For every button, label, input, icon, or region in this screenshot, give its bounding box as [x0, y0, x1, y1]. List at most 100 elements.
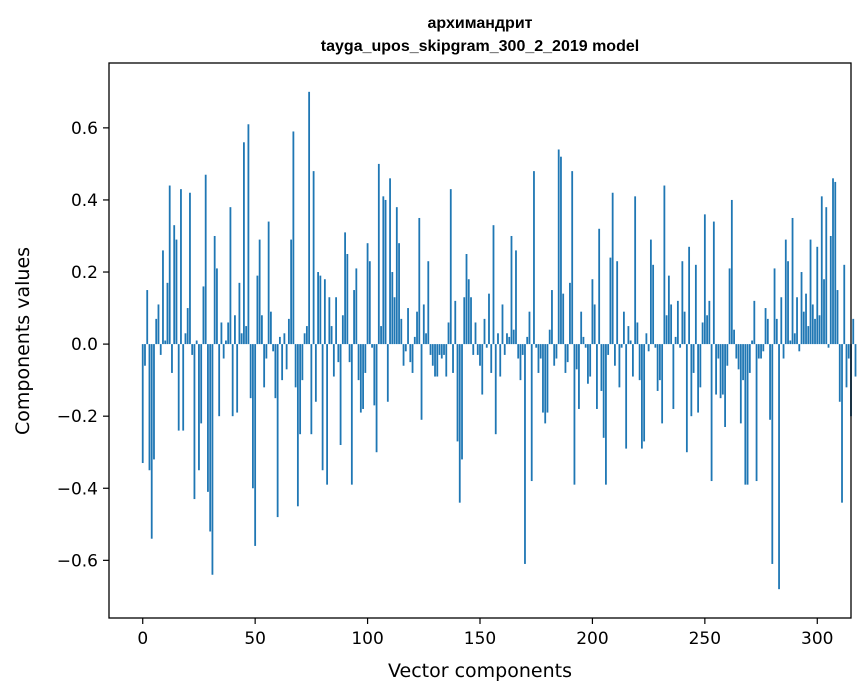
- bar: [290, 239, 293, 345]
- bar: [258, 239, 261, 345]
- bar: [195, 340, 198, 345]
- x-axis-label: Vector components: [388, 660, 572, 682]
- bar: [276, 344, 279, 518]
- bar: [582, 336, 585, 345]
- bar: [832, 178, 834, 345]
- bar: [838, 344, 841, 402]
- bar: [310, 344, 313, 435]
- bar: [155, 318, 158, 345]
- bar: [413, 336, 416, 345]
- bar: [323, 279, 326, 345]
- bar: [252, 344, 254, 489]
- bar: [544, 344, 547, 424]
- x-tick-label: 0: [137, 629, 148, 649]
- bar: [834, 181, 837, 345]
- bar: [438, 344, 441, 355]
- bar: [802, 311, 805, 345]
- bar: [841, 344, 843, 503]
- bar: [533, 171, 535, 345]
- bar: [479, 344, 481, 366]
- bar: [461, 344, 463, 460]
- bar: [847, 344, 850, 359]
- bar: [757, 344, 760, 359]
- bar: [499, 344, 502, 377]
- bar: [393, 297, 396, 345]
- x-tick-label: 150: [464, 629, 496, 649]
- bar: [537, 344, 540, 373]
- bar: [805, 293, 807, 345]
- bar: [508, 336, 511, 345]
- bar: [261, 315, 263, 345]
- x-axis-ticks: 0 50 100 150 200 250 300: [137, 618, 833, 649]
- bar: [317, 272, 320, 345]
- bar: [198, 344, 200, 471]
- bar: [800, 272, 803, 345]
- bar: [467, 279, 470, 345]
- bar: [627, 326, 630, 345]
- bar: [357, 344, 360, 381]
- bar: [146, 290, 149, 345]
- bar: [721, 344, 724, 395]
- bar: [548, 329, 551, 345]
- bar: [346, 254, 349, 345]
- bar: [692, 344, 695, 373]
- bar: [598, 228, 601, 345]
- bar: [162, 250, 164, 345]
- bar: [569, 282, 571, 345]
- bar: [207, 344, 209, 492]
- bar: [218, 344, 221, 417]
- bar: [798, 344, 801, 352]
- bar: [407, 308, 409, 345]
- chart-title: архимандрит: [428, 15, 533, 32]
- bar: [308, 91, 311, 345]
- bar: [566, 344, 569, 363]
- bar-series: [141, 91, 857, 590]
- bar: [625, 344, 628, 449]
- bar: [476, 344, 479, 355]
- bar: [456, 344, 459, 442]
- bar: [688, 246, 691, 345]
- y-axis-label: Components values: [12, 247, 34, 435]
- bar: [312, 171, 315, 345]
- bar: [553, 344, 556, 366]
- bar: [605, 344, 607, 485]
- bar: [645, 333, 648, 345]
- bar: [694, 264, 697, 345]
- bar: [492, 225, 495, 345]
- bar: [778, 344, 780, 590]
- bar: [377, 163, 380, 345]
- bar: [562, 293, 565, 345]
- bar: [238, 282, 241, 345]
- bar: [519, 344, 522, 381]
- bar: [483, 318, 486, 345]
- bar: [719, 344, 722, 399]
- x-tick-label: 200: [576, 629, 608, 649]
- bar: [177, 344, 180, 431]
- bar: [440, 344, 443, 359]
- bar: [443, 344, 445, 355]
- bar: [200, 344, 203, 424]
- bar: [447, 322, 450, 345]
- bar: [173, 225, 176, 345]
- bar: [384, 199, 387, 345]
- bar: [278, 336, 281, 345]
- bar: [157, 304, 160, 345]
- bar: [391, 272, 394, 345]
- bar: [796, 297, 798, 345]
- bar: [418, 217, 421, 345]
- bar: [245, 326, 248, 345]
- bar: [380, 326, 382, 345]
- bar: [742, 344, 744, 381]
- bar: [274, 344, 277, 399]
- chart-subtitle: tayga_upos_skipgram_300_2_2019 model: [321, 38, 639, 55]
- bar: [292, 131, 295, 345]
- bar: [546, 344, 549, 413]
- bar: [436, 344, 439, 377]
- bar: [710, 344, 713, 482]
- bar: [791, 217, 794, 345]
- bar: [249, 344, 252, 399]
- bar: [652, 264, 655, 345]
- bar: [528, 311, 531, 345]
- bar: [575, 344, 578, 370]
